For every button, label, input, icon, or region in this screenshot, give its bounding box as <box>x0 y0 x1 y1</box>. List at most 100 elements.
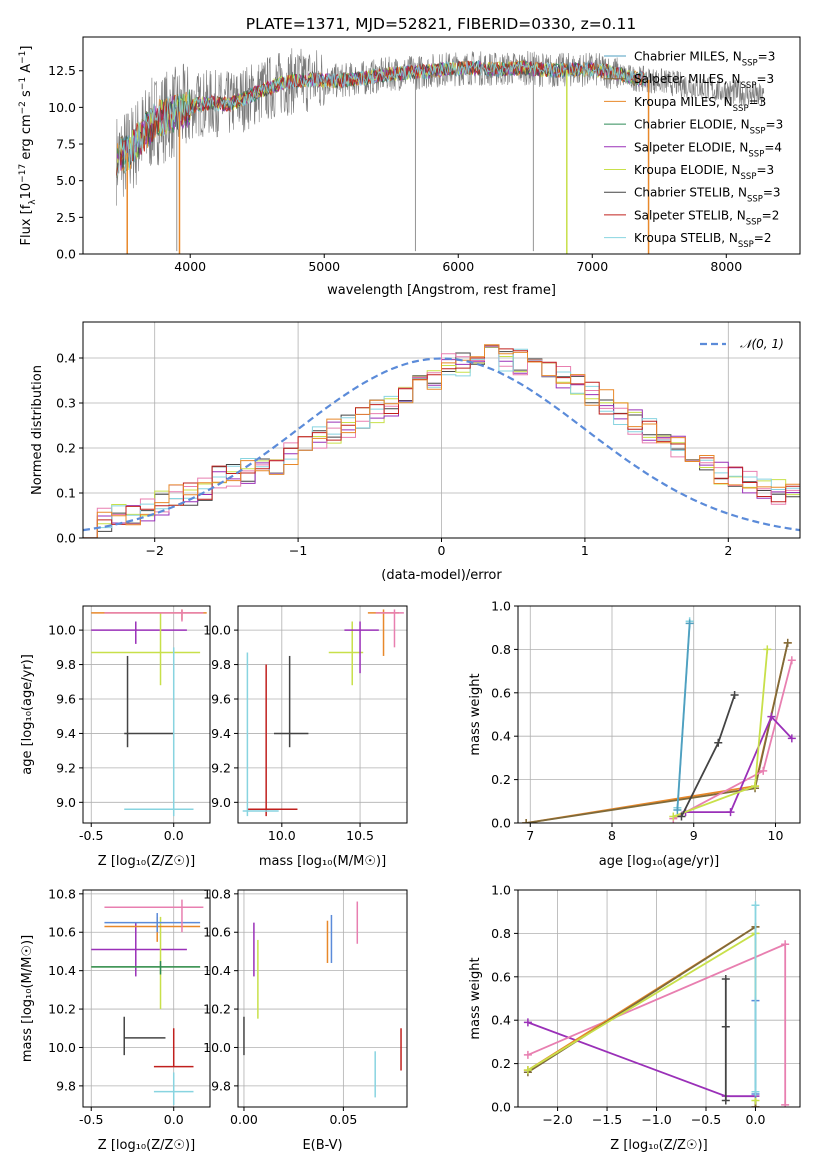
x-axis-label: E(B-V) <box>302 1138 342 1153</box>
x-tick-label: 2 <box>724 543 732 558</box>
y-tick-label: 0.0 <box>56 247 76 262</box>
axes-frame <box>517 889 801 1108</box>
residuals-panel: −2 −1 0 1 2 0.0 0.1 0.2 0.3 0.4 𝒩(0, 1) (data-model… <box>30 321 801 583</box>
label-part: 10 <box>19 183 34 200</box>
y-tick-label: 10.8 <box>203 886 231 901</box>
mass-weight-marker <box>781 1100 790 1107</box>
x-axis-label: (data-model)/error <box>381 568 502 583</box>
mass-weight-marker <box>721 974 730 983</box>
legend-label: Salpeter ELODIE, NSSP=4 <box>634 140 782 159</box>
legend-sub: SSP <box>741 81 757 91</box>
y-tick-label: 9.4 <box>56 726 76 741</box>
y-axis-label: Normed distribution <box>30 365 45 495</box>
legend-text: Kroupa MILES, N <box>634 95 733 109</box>
x-tick-label: 7 <box>526 828 534 843</box>
legend-count: =4 <box>764 140 782 154</box>
plot-area <box>238 890 407 1107</box>
legend-sub: SSP <box>748 149 764 159</box>
axes-frame <box>237 605 408 824</box>
x-tick-label: 7000 <box>576 259 608 274</box>
legend-label: 𝒩(0, 1) <box>740 337 784 351</box>
y-tick-label: 10.0 <box>48 1040 76 1055</box>
y-tick-label: 9.4 <box>211 726 231 741</box>
x-tick-label: 0.0 <box>164 1112 184 1127</box>
mass-weight-marker <box>721 1096 730 1105</box>
age-vs-metallicity-panel: -0.5 0.0 9.0 9.2 9.4 9.6 9.8 10.0 Z [log₁₀(Z/Z☉)… <box>20 605 211 869</box>
x-tick-label: −1 <box>289 543 307 558</box>
y-tick-label: 1.0 <box>491 599 511 614</box>
axes-frame <box>517 605 801 824</box>
y-tick-label: 9.6 <box>56 692 76 707</box>
x-tick-label: 5000 <box>308 259 340 274</box>
label-part: erg cm <box>19 114 34 163</box>
y-tick-label: 0.0 <box>491 816 511 831</box>
y-tick-label: 9.8 <box>211 657 231 672</box>
legend-text: Salpeter STELIB, N <box>634 208 746 222</box>
x-tick-label: 0 <box>438 543 446 558</box>
x-tick-label: −1.5 <box>592 1112 622 1127</box>
legend-label: Kroupa STELIB, NSSP=2 <box>634 231 772 250</box>
plot-content <box>91 899 204 1106</box>
age-vs-mass-panel: 10.0 10.5 9.0 9.2 9.4 9.6 9.8 10.0 mass [log₁₀(M… <box>203 605 408 869</box>
legend-count: =2 <box>754 231 772 245</box>
x-tick-label: 8 <box>608 828 616 843</box>
plot-area <box>83 606 210 823</box>
y-tick-label: 10.6 <box>203 925 231 940</box>
y-axis-label: mass weight <box>468 673 483 755</box>
x-axis-label: age [log₁₀(age/yr)] <box>599 854 720 869</box>
plot-content <box>523 901 790 1107</box>
y-tick-label: 0.3 <box>56 396 76 411</box>
legend-text: Salpeter MILES, N <box>634 72 741 86</box>
legend-sub: SSP <box>747 195 763 205</box>
mass-weight-marker <box>787 656 796 665</box>
y-tick-label: 10.4 <box>203 963 231 978</box>
x-tick-label: 10 <box>768 828 784 843</box>
x-tick-label: 6000 <box>442 259 474 274</box>
label-part: A <box>19 64 34 77</box>
y-tick-label: 0.4 <box>491 729 511 744</box>
label-part: −1 <box>18 77 28 90</box>
x-tick-label: 10.5 <box>346 828 374 843</box>
label-part: λ <box>28 199 38 205</box>
label-part: s <box>19 90 34 101</box>
legend-label: Salpeter MILES, NSSP=3 <box>634 72 774 91</box>
y-tick-label: 10.0 <box>203 623 231 638</box>
x-axis-label: Z [log₁₀(Z/Z☉)] <box>98 854 195 869</box>
legend-sub: SSP <box>750 127 766 137</box>
mass-weight-marker <box>673 805 682 814</box>
mass-weight-marker <box>751 901 760 910</box>
y-tick-label: 0.2 <box>491 1056 511 1071</box>
y-tick-label: 10.0 <box>48 623 76 638</box>
mass-weight-marker <box>677 812 686 821</box>
x-tick-label: -0.5 <box>79 828 103 843</box>
mass-weight-marker <box>787 734 796 743</box>
x-tick-label: −2.0 <box>542 1112 572 1127</box>
mass-weight-marker <box>721 1022 730 1031</box>
legend-label: Salpeter STELIB, NSSP=2 <box>634 208 779 227</box>
legend-label: Kroupa MILES, NSSP=3 <box>634 95 766 114</box>
x-tick-label: 0.0 <box>746 1112 766 1127</box>
legend-label: Chabrier MILES, NSSP=3 <box>634 50 775 69</box>
y-tick-label: 10.0 <box>48 100 76 115</box>
axes-frame <box>82 889 211 1108</box>
legend-text: Kroupa ELODIE, N <box>634 163 741 177</box>
y-tick-label: 0.8 <box>491 926 511 941</box>
axes-frame <box>82 605 211 824</box>
y-tick-label: 0.2 <box>491 772 511 787</box>
spectrum-panel: 4000 5000 6000 7000 8000 0.0 2.5 5.0 7.5 10.0 12.5… <box>18 36 801 298</box>
legend-count: =3 <box>756 72 774 86</box>
mass-weight-marker <box>523 1050 532 1059</box>
residual-histogram <box>83 344 800 538</box>
x-tick-label: −2 <box>145 543 163 558</box>
x-tick-label: 9 <box>690 828 698 843</box>
y-tick-label: 9.2 <box>211 760 231 775</box>
legend-text: Kroupa STELIB, N <box>634 231 738 245</box>
x-axis-label: Z [log₁₀(Z/Z☉)] <box>610 1138 707 1153</box>
y-tick-label: 10.2 <box>48 1002 76 1017</box>
plot-area <box>518 606 800 823</box>
legend-sub: SSP <box>741 172 757 182</box>
label-part: −2 <box>18 101 28 114</box>
x-axis-label: mass [log₁₀(M/M☉)] <box>259 854 386 869</box>
x-tick-label: 0.00 <box>230 1112 258 1127</box>
y-tick-label: 10.4 <box>48 963 76 978</box>
